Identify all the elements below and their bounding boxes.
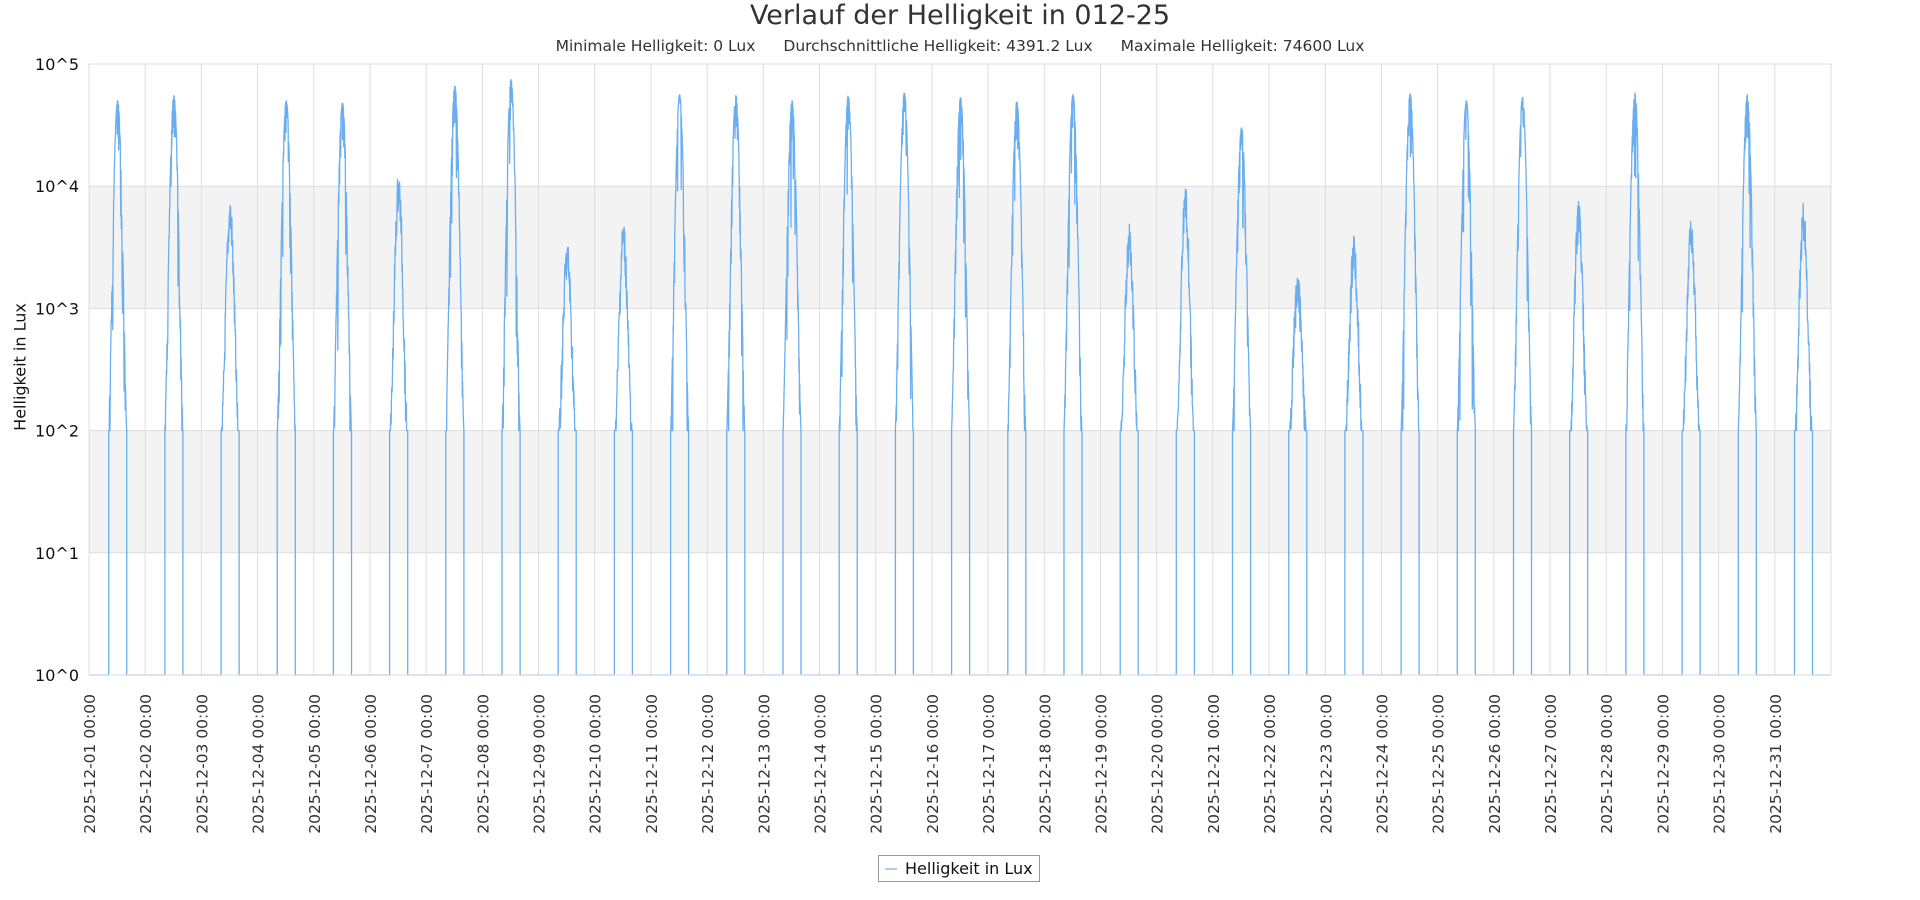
x-tick-label: 2025-12-09 00:00	[531, 694, 549, 834]
max-brightness: Maximale Helligkeit: 74600 Lux	[1120, 37, 1365, 55]
x-tick-label: 2025-12-07 00:00	[418, 694, 436, 834]
x-tick-label: 2025-12-04 00:00	[250, 694, 268, 834]
y-tick-label: 10^1	[35, 544, 79, 563]
x-tick-label: 2025-12-19 00:00	[1092, 694, 1110, 834]
y-tick-label: 10^3	[35, 299, 79, 318]
x-tick-label: 2025-12-23 00:00	[1317, 694, 1335, 834]
grid-band	[89, 186, 1831, 309]
x-tick-label: 2025-12-06 00:00	[362, 694, 380, 834]
chart-title: Verlauf der Helligkeit in 012-25	[749, 0, 1171, 31]
chart-subtitle: Minimale Helligkeit: 0 Lux Durchschnittli…	[0, 37, 1920, 55]
x-tick-label: 2025-12-22 00:00	[1261, 694, 1279, 834]
x-tick-label: 2025-12-10 00:00	[587, 694, 605, 834]
y-tick-label: 10^2	[35, 422, 79, 441]
x-tick-label: 2025-12-24 00:00	[1373, 694, 1391, 834]
x-tick-label: 2025-12-11 00:00	[643, 694, 661, 834]
avg-brightness: Durchschnittliche Helligkeit: 4391.2 Lux	[783, 37, 1093, 55]
x-tick-label: 2025-12-31 00:00	[1767, 694, 1785, 834]
x-tick-label: 2025-12-14 00:00	[812, 694, 830, 834]
x-tick-label: 2025-12-02 00:00	[137, 694, 155, 834]
y-tick-label: 10^5	[35, 55, 79, 74]
plot-border	[88, 63, 1832, 676]
legend[interactable]: Helligkeit in Lux	[878, 855, 1040, 882]
x-tick-label: 2025-12-26 00:00	[1486, 694, 1504, 834]
x-tick-label: 2025-12-30 00:00	[1711, 694, 1729, 834]
min-brightness: Minimale Helligkeit: 0 Lux	[555, 37, 756, 55]
y-tick-label: 10^0	[35, 666, 79, 685]
x-tick-label: 2025-12-08 00:00	[474, 694, 492, 834]
x-tick-label: 2025-12-20 00:00	[1149, 694, 1167, 834]
y-tick-label: 10^4	[35, 177, 79, 196]
x-tick-label: 2025-12-17 00:00	[980, 694, 998, 834]
legend-swatch	[885, 867, 897, 870]
x-tick-label: 2025-12-25 00:00	[1430, 694, 1448, 834]
x-tick-label: 2025-12-21 00:00	[1205, 694, 1223, 834]
grid-band	[89, 430, 1831, 553]
legend-label: Helligkeit in Lux	[905, 859, 1033, 878]
x-tick-label: 2025-12-18 00:00	[1036, 694, 1054, 834]
x-tick-label: 2025-12-16 00:00	[924, 694, 942, 834]
x-tick-label: 2025-12-01 00:00	[81, 694, 99, 834]
x-tick-label: 2025-12-03 00:00	[193, 694, 211, 834]
x-tick-label: 2025-12-28 00:00	[1598, 694, 1616, 834]
x-tick-label: 2025-12-15 00:00	[868, 694, 886, 834]
x-tick-label: 2025-12-29 00:00	[1654, 694, 1672, 834]
series-line-helligkeit	[89, 78, 1831, 676]
x-tick-label: 2025-12-12 00:00	[699, 694, 717, 834]
x-tick-label: 2025-12-13 00:00	[755, 694, 773, 834]
x-tick-label: 2025-12-27 00:00	[1542, 694, 1560, 834]
x-tick-label: 2025-12-05 00:00	[306, 694, 324, 834]
